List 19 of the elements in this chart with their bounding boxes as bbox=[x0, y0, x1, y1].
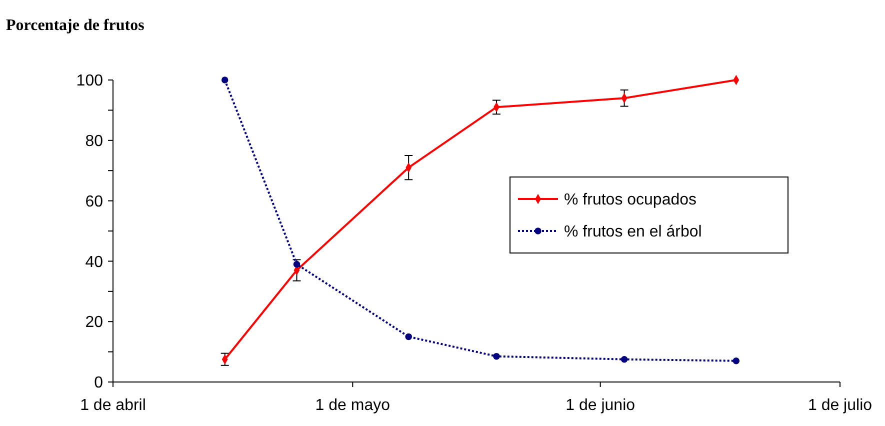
y-tick-label: 0 bbox=[94, 374, 104, 392]
point bbox=[620, 356, 628, 363]
x-tick-label: 1 de mayo bbox=[315, 397, 390, 414]
point bbox=[405, 333, 412, 340]
point bbox=[293, 260, 300, 268]
y-tick-label: 100 bbox=[76, 72, 104, 90]
y-tick-label: 20 bbox=[85, 314, 104, 332]
y-tick-label: 60 bbox=[85, 193, 104, 210]
point bbox=[221, 76, 228, 84]
point bbox=[732, 357, 740, 364]
x-tick-label: 1 de julio bbox=[808, 397, 872, 414]
y-tick-label: 80 bbox=[85, 133, 104, 150]
x-tick-label: 1 de junio bbox=[566, 397, 636, 414]
chart-title: Porcentaje de frutos bbox=[6, 17, 144, 34]
y-tick-label: 40 bbox=[85, 254, 104, 271]
point bbox=[493, 352, 500, 360]
legend-label: % frutos en el árbol bbox=[564, 224, 702, 241]
x-tick-label: 1 de abril bbox=[80, 397, 146, 414]
legend-label: % frutos ocupados bbox=[564, 192, 697, 209]
